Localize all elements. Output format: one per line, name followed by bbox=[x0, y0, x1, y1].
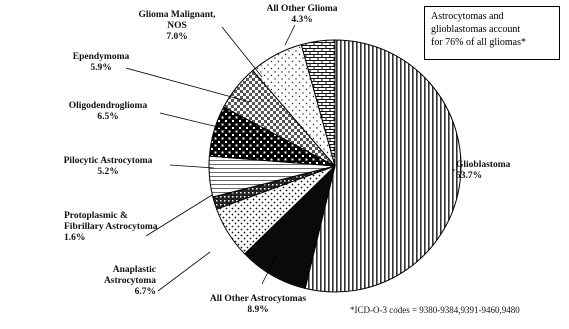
slice-label: Anaplastic Astrocytoma 6.7% bbox=[104, 265, 156, 297]
slice-name: Ependymoma bbox=[73, 52, 130, 62]
leader-line bbox=[284, 24, 296, 46]
slice-percent: 53.7% bbox=[456, 171, 482, 181]
slice-label: Glioblastoma 53.7% bbox=[456, 160, 511, 181]
slice-name: Astrocytoma bbox=[104, 276, 156, 286]
slice-label: Protoplasmic & Fibrillary Astrocytoma 1.6% bbox=[64, 211, 158, 243]
leader-line bbox=[221, 26, 263, 78]
annotation-line: for 76% of all gliomas* bbox=[431, 37, 526, 48]
slice-name: NOS bbox=[167, 21, 187, 31]
slice-label: Glioma Malignant, NOS 7.0% bbox=[138, 10, 216, 42]
slice-label: All Other Astrocytomas 8.9% bbox=[210, 294, 307, 315]
leader-line bbox=[145, 194, 213, 237]
annotation-box: Astrocytomas and glioblastomas account f… bbox=[424, 6, 560, 60]
slice-name: All Other Glioma bbox=[266, 4, 337, 14]
slice-label: Oligodendroglioma 6.5% bbox=[69, 101, 148, 122]
slice-name: Oligodendroglioma bbox=[69, 101, 148, 111]
slice-percent: 8.9% bbox=[247, 305, 268, 315]
slice-percent: 6.7% bbox=[135, 287, 156, 297]
slice-name: All Other Astrocytomas bbox=[210, 294, 307, 304]
leader-line bbox=[159, 112, 223, 129]
slice-percent: 7.0% bbox=[166, 32, 187, 42]
slice-name: Pilocytic Astrocytoma bbox=[64, 156, 153, 166]
annotation-line: glioblastomas account bbox=[431, 24, 521, 35]
slice-percent: 6.5% bbox=[97, 112, 118, 122]
slice-name: Glioma Malignant, bbox=[138, 10, 216, 20]
footnote: *ICD-O-3 codes = 9380-9384,9391-9460,948… bbox=[350, 305, 520, 315]
annotation-line: Astrocytomas and bbox=[431, 11, 504, 22]
slice-percent: 1.6% bbox=[64, 233, 85, 243]
leader-line bbox=[261, 255, 277, 285]
slice-percent: 5.9% bbox=[90, 63, 111, 73]
pie-slice-glioblastoma bbox=[304, 39, 462, 293]
slice-name: Fibrillary Astrocytoma bbox=[64, 222, 158, 232]
leader-line bbox=[125, 67, 251, 103]
pie-slice-all-other-glioma bbox=[300, 39, 336, 167]
slice-percent: 5.2% bbox=[97, 167, 118, 177]
slice-name: Anaplastic bbox=[113, 265, 156, 275]
leader-line bbox=[157, 251, 211, 292]
slice-label: Pilocytic Astrocytoma 5.2% bbox=[64, 156, 153, 177]
slice-percent: 4.3% bbox=[291, 15, 312, 25]
slice-label: Ependymoma 5.9% bbox=[73, 52, 130, 73]
slice-name: Protoplasmic & bbox=[64, 211, 128, 221]
slice-name: Glioblastoma bbox=[456, 160, 511, 170]
slice-label: All Other Glioma 4.3% bbox=[266, 4, 337, 25]
leader-line bbox=[169, 164, 215, 169]
